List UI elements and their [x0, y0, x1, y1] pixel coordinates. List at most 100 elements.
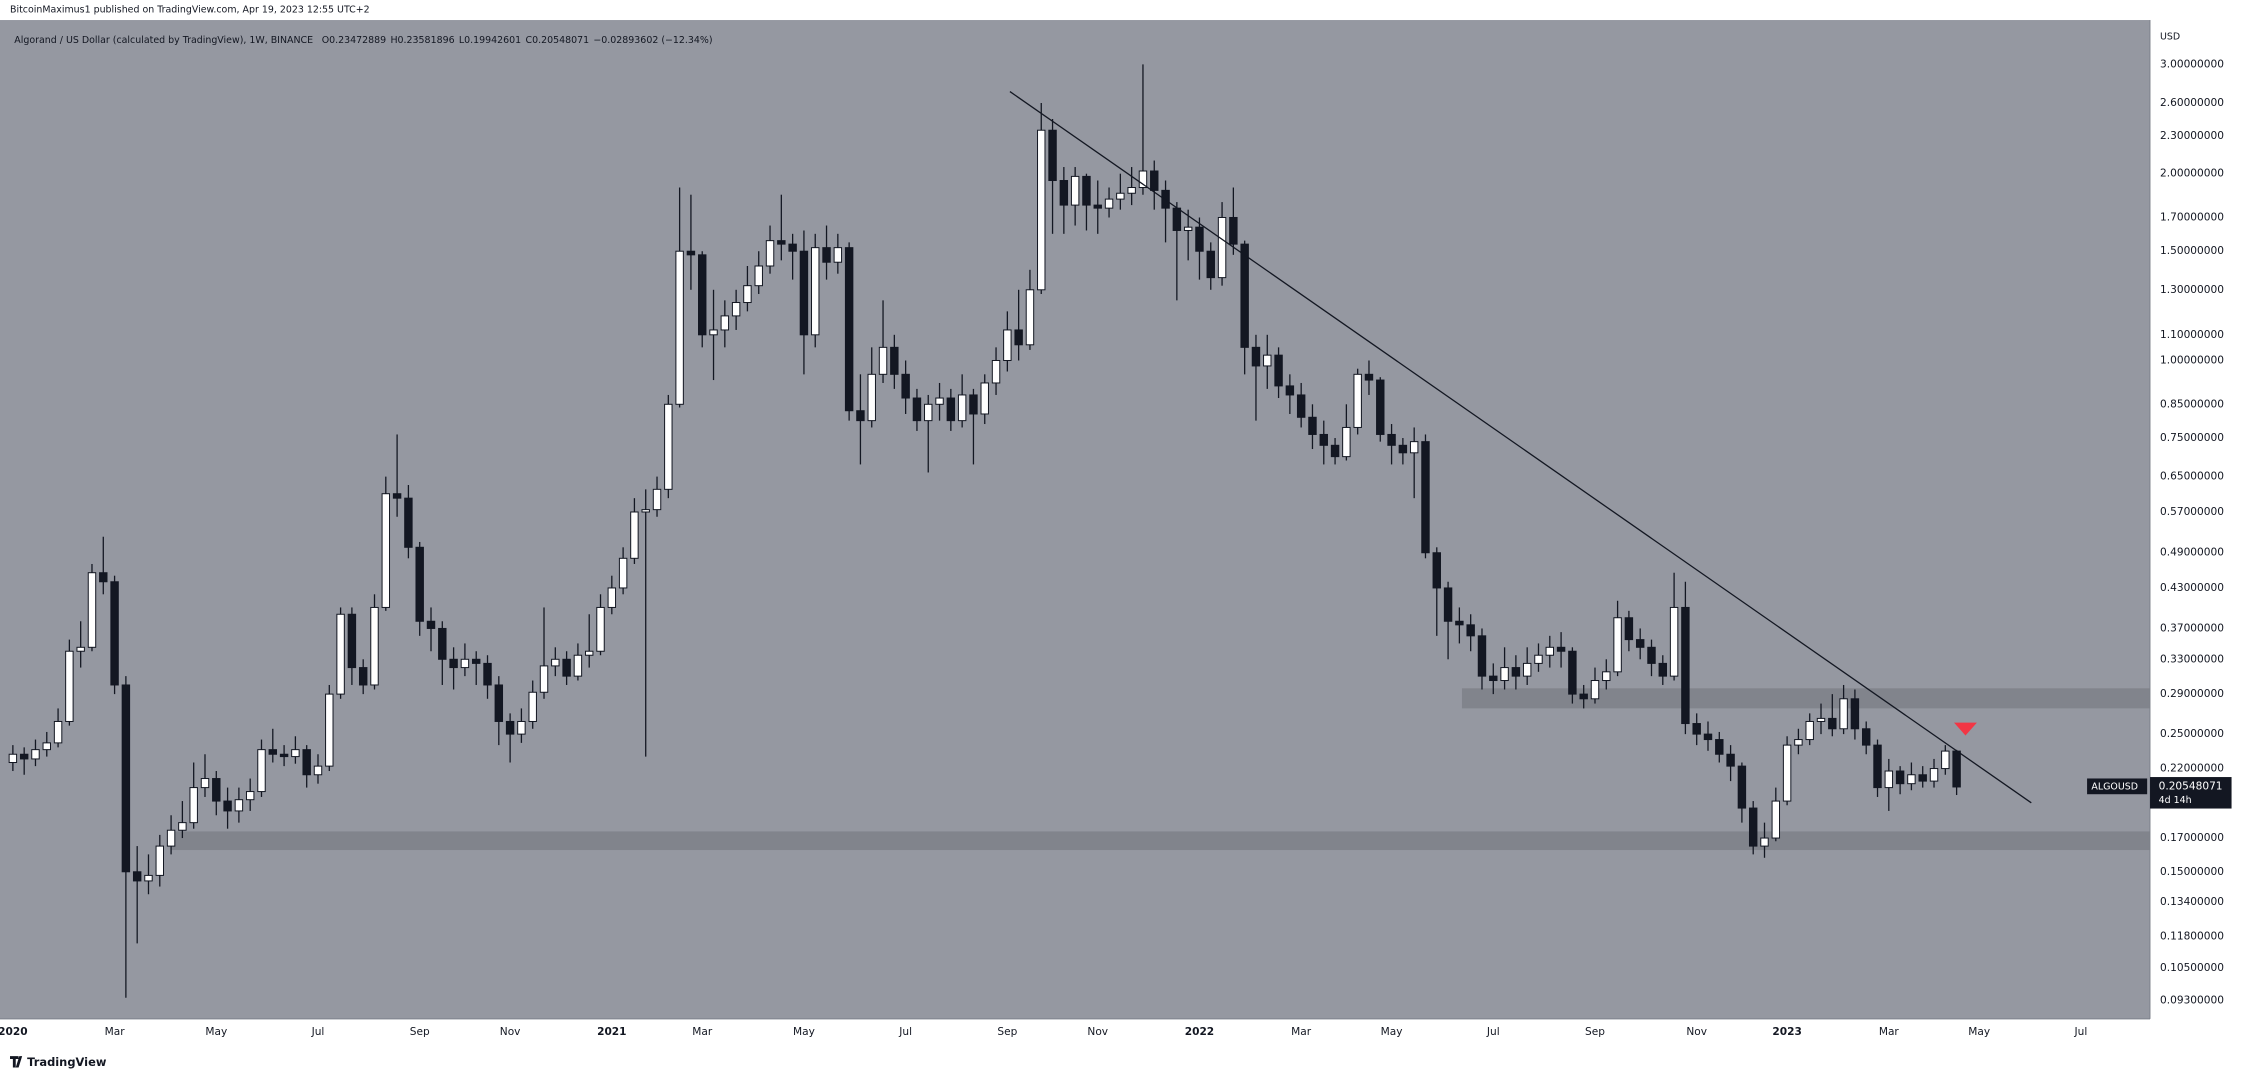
- candle-body: [1240, 243, 1249, 348]
- candle-body: [392, 493, 402, 499]
- candle-body: [743, 285, 752, 304]
- candle-body: [313, 765, 323, 776]
- candle-body: [1172, 207, 1182, 231]
- candle-body: [1183, 226, 1193, 231]
- candle-body: [1895, 770, 1905, 785]
- axis-unit: USD: [2160, 32, 2180, 43]
- legend-value: 0.20548071: [532, 35, 589, 46]
- candle-body: [1692, 723, 1701, 735]
- publish-header: BitcoinMaximus1 published on TradingView…: [10, 5, 370, 16]
- candle-body: [1613, 617, 1622, 673]
- y-tick-label: 0.29000000: [2160, 688, 2224, 700]
- x-tick-label: Sep: [997, 1026, 1017, 1038]
- x-tick-label: Jul: [898, 1026, 912, 1038]
- candle-body: [370, 606, 379, 686]
- candle-body: [630, 511, 639, 559]
- candle-body: [1782, 744, 1792, 802]
- candle-body: [1003, 329, 1012, 361]
- candle-body: [1432, 552, 1441, 589]
- candle-body: [1251, 346, 1261, 367]
- x-tick-label: Jul: [2074, 1026, 2088, 1038]
- candles: [8, 64, 1961, 998]
- candle-body: [957, 394, 967, 422]
- candle-body: [878, 346, 888, 375]
- x-tick-label: Jul: [311, 1026, 325, 1038]
- candle-body: [1263, 354, 1272, 367]
- candle-body: [1760, 837, 1769, 847]
- candle-body: [1918, 774, 1927, 782]
- candle-body: [358, 667, 368, 686]
- candle-body: [1285, 385, 1295, 396]
- candle-body: [1771, 800, 1781, 839]
- candle-body: [1635, 639, 1645, 648]
- candle-body: [132, 871, 142, 882]
- candle-body: [562, 658, 571, 677]
- candle-body: [144, 874, 153, 882]
- candle-body: [517, 720, 526, 735]
- candle-body: [1443, 587, 1453, 622]
- x-tick-label: Mar: [692, 1026, 713, 1038]
- candle-body: [833, 247, 843, 263]
- candle-body: [1104, 198, 1114, 209]
- candle-body: [245, 791, 255, 801]
- candle-body: [1409, 441, 1419, 454]
- candle-body: [381, 493, 391, 608]
- x-tick-label: Jul: [1486, 1026, 1500, 1038]
- candle-body: [1127, 187, 1136, 194]
- x-tick-label: Mar: [105, 1026, 126, 1038]
- x-tick-label: May: [1968, 1026, 1990, 1038]
- candle-body: [1319, 433, 1328, 446]
- candle-body: [1296, 394, 1306, 418]
- candle-body: [1534, 654, 1543, 664]
- y-tick-label: 0.43000000: [2160, 582, 2224, 594]
- candle-body: [1477, 635, 1487, 677]
- candle-body: [1082, 175, 1091, 206]
- candle-body: [1624, 617, 1634, 641]
- candle-body: [449, 658, 458, 669]
- candle-body: [1376, 379, 1385, 435]
- x-tick-label: Sep: [410, 1026, 430, 1038]
- candle-body: [1455, 620, 1464, 626]
- candle-body: [257, 749, 266, 793]
- candle-body: [844, 247, 854, 412]
- candle-body: [1398, 444, 1408, 454]
- candle-body: [1059, 180, 1069, 206]
- price-tag-countdown: 4d 14h: [2159, 795, 2192, 806]
- y-tick-label: 0.15000000: [2160, 866, 2224, 878]
- candle-body: [924, 403, 933, 422]
- x-tick-label: May: [1381, 1026, 1403, 1038]
- candle-body: [686, 250, 696, 256]
- candle-body: [991, 359, 1001, 384]
- candle-body: [1703, 733, 1713, 741]
- candle-body: [1579, 693, 1588, 700]
- candle-body: [596, 606, 605, 652]
- candle-body: [347, 613, 357, 669]
- y-tick-label: 0.09300000: [2160, 995, 2224, 1007]
- legend-value: 0.23472889: [329, 35, 386, 46]
- candle-body: [551, 658, 560, 667]
- candle-body: [1929, 768, 1939, 782]
- y-tick-label: 3.00000000: [2160, 58, 2224, 70]
- candle-body: [980, 382, 989, 415]
- candle-body: [731, 302, 741, 317]
- candle-body: [1014, 329, 1023, 346]
- candle-body: [1025, 289, 1035, 346]
- candle-body: [1093, 204, 1102, 209]
- y-tick-label: 0.25000000: [2160, 728, 2224, 740]
- candle-body: [76, 646, 85, 652]
- x-tick-label: Sep: [1585, 1026, 1605, 1038]
- candle-body: [212, 778, 221, 802]
- legend-value: 0.23581896: [398, 35, 455, 46]
- support-zone: [171, 831, 2151, 851]
- candle-body: [1907, 774, 1916, 785]
- x-tick-label: Nov: [1087, 1026, 1108, 1038]
- candle-body: [867, 373, 876, 422]
- trendline: [1009, 91, 2032, 804]
- candle-body: [279, 753, 289, 758]
- candle-body: [969, 394, 978, 415]
- candle-body: [912, 397, 922, 422]
- y-tick-label: 0.11800000: [2160, 930, 2224, 942]
- candle-body: [1681, 606, 1690, 725]
- candle-body: [1884, 770, 1894, 789]
